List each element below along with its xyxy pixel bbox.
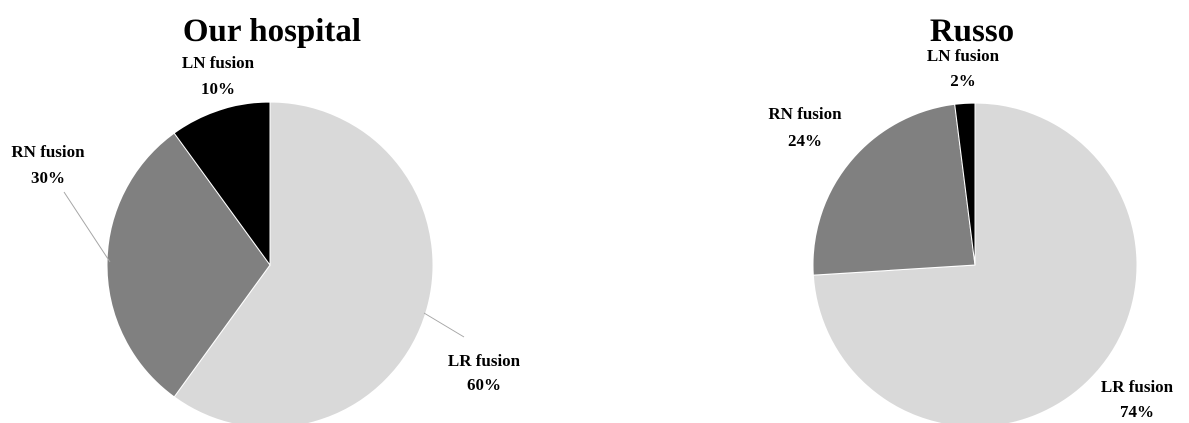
pie-slice-ln-fusion <box>173 101 271 267</box>
pie-slice-rn-fusion <box>812 103 976 276</box>
slice-value-label: 24% <box>788 131 822 150</box>
slice-value-label: 74% <box>1120 402 1154 421</box>
slice-name-label: RN fusion <box>768 104 842 123</box>
pie-slices-russo <box>812 102 1138 423</box>
slice-name-label: LR fusion <box>1101 377 1174 396</box>
slice-name-label: LN fusion <box>927 46 1000 65</box>
pie-slice-lr-fusion <box>173 101 434 423</box>
slice-value-label: 30% <box>31 168 65 187</box>
slice-name-label: RN fusion <box>11 142 85 161</box>
leader-line-rn-our-hospital <box>63 191 111 263</box>
pie-slice-ln-fusion <box>954 102 976 266</box>
pie-slice-rn-fusion <box>106 132 271 398</box>
slice-value-label: 2% <box>950 71 976 90</box>
pie-slices-our-hospital <box>106 101 434 423</box>
slice-value-label: 60% <box>467 375 501 394</box>
chart-title-our-hospital: Our hospital <box>183 13 361 49</box>
leader-line-lr-our-hospital <box>423 312 465 338</box>
chart-our-hospital: Our hospital LR fusion 60% RN fusion 30%… <box>11 13 521 423</box>
chart-russo: Russo LR fusion 74% RN fusion 24% LN fus… <box>768 13 1174 423</box>
slice-value-label: 10% <box>201 79 235 98</box>
slice-name-label: LR fusion <box>448 351 521 370</box>
chart-title-russo: Russo <box>930 13 1014 49</box>
slice-name-label: LN fusion <box>182 53 255 72</box>
